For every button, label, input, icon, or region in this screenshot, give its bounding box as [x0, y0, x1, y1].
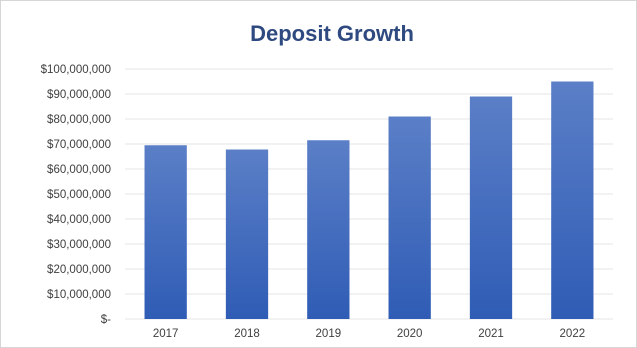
y-tick-label: $40,000,000 [47, 214, 111, 226]
chart-title: Deposit Growth [250, 21, 414, 46]
bar-2017 [144, 145, 187, 319]
y-tick-label: $70,000,000 [47, 139, 111, 151]
x-tick-label: 2020 [397, 328, 423, 340]
x-tick-label: 2017 [153, 328, 179, 340]
bar-2018 [225, 149, 269, 319]
bar-2021 [469, 96, 513, 319]
y-tick-label: $- [101, 314, 111, 326]
y-tick-label: $60,000,000 [47, 164, 111, 176]
x-tick-label: 2019 [316, 328, 342, 340]
y-tick-label: $80,000,000 [47, 114, 111, 126]
bar-2019 [307, 140, 350, 319]
bar-2022 [551, 81, 594, 319]
x-axis-ticks: 2017 2018 2019 2020 2021 2022 [153, 328, 585, 340]
x-tick-label: 2022 [560, 328, 586, 340]
y-tick-label: $30,000,000 [47, 239, 111, 251]
y-tick-label: $10,000,000 [47, 289, 111, 301]
y-tick-label: $100,000,000 [41, 64, 111, 76]
y-axis-ticks: $- $10,000,000 $20,000,000 $30,000,000 $40,0… [41, 64, 112, 326]
bars [144, 81, 594, 319]
gridlines [125, 68, 613, 320]
x-tick-label: 2018 [234, 328, 260, 340]
bar-2020 [388, 116, 431, 319]
y-tick-label: $50,000,000 [47, 189, 111, 201]
x-tick-label: 2021 [478, 328, 504, 340]
y-tick-label: $20,000,000 [47, 264, 111, 276]
y-tick-label: $90,000,000 [47, 89, 111, 101]
